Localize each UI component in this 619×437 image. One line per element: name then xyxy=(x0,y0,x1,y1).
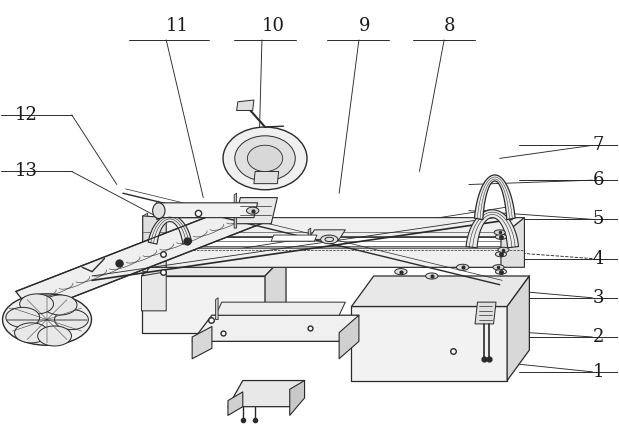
Ellipse shape xyxy=(426,273,438,279)
Polygon shape xyxy=(215,302,345,315)
Polygon shape xyxy=(143,216,167,267)
Polygon shape xyxy=(501,218,524,267)
Polygon shape xyxy=(143,259,501,267)
Ellipse shape xyxy=(153,203,165,218)
Ellipse shape xyxy=(325,237,334,242)
Polygon shape xyxy=(143,218,524,237)
Polygon shape xyxy=(157,203,258,218)
Ellipse shape xyxy=(246,207,259,214)
Text: 12: 12 xyxy=(14,106,37,124)
Ellipse shape xyxy=(20,294,53,314)
Text: 10: 10 xyxy=(262,17,285,35)
Polygon shape xyxy=(228,381,305,407)
Polygon shape xyxy=(254,171,279,184)
Polygon shape xyxy=(352,276,529,306)
Text: 6: 6 xyxy=(592,171,604,189)
Polygon shape xyxy=(192,315,359,341)
Ellipse shape xyxy=(498,247,509,253)
Ellipse shape xyxy=(38,326,71,346)
Polygon shape xyxy=(143,248,524,267)
Polygon shape xyxy=(143,228,501,237)
Ellipse shape xyxy=(54,309,89,329)
Ellipse shape xyxy=(14,323,48,343)
Ellipse shape xyxy=(493,265,504,270)
Text: 9: 9 xyxy=(359,17,370,35)
Polygon shape xyxy=(308,230,345,239)
Polygon shape xyxy=(16,200,267,313)
Polygon shape xyxy=(475,302,496,324)
Polygon shape xyxy=(228,392,243,416)
Text: 5: 5 xyxy=(592,210,604,229)
Polygon shape xyxy=(236,100,254,111)
Ellipse shape xyxy=(321,235,338,244)
Text: 13: 13 xyxy=(14,163,37,180)
Polygon shape xyxy=(192,326,212,359)
Ellipse shape xyxy=(494,230,505,235)
Polygon shape xyxy=(265,254,286,333)
Ellipse shape xyxy=(495,269,506,274)
Ellipse shape xyxy=(495,252,506,257)
Ellipse shape xyxy=(2,294,92,345)
Polygon shape xyxy=(466,210,519,248)
Ellipse shape xyxy=(223,127,307,190)
Text: 11: 11 xyxy=(167,17,189,35)
Ellipse shape xyxy=(6,307,40,327)
Polygon shape xyxy=(148,215,192,244)
Polygon shape xyxy=(157,201,159,219)
Polygon shape xyxy=(234,198,277,224)
Ellipse shape xyxy=(235,136,295,181)
Ellipse shape xyxy=(456,264,469,271)
Polygon shape xyxy=(474,175,515,220)
Polygon shape xyxy=(234,193,236,228)
Polygon shape xyxy=(142,276,265,333)
Text: 8: 8 xyxy=(444,17,456,35)
Ellipse shape xyxy=(248,145,283,172)
Polygon shape xyxy=(290,381,305,416)
Polygon shape xyxy=(352,306,507,381)
Polygon shape xyxy=(142,254,286,276)
Polygon shape xyxy=(271,235,317,241)
Text: 3: 3 xyxy=(592,289,604,307)
Polygon shape xyxy=(215,298,218,319)
Ellipse shape xyxy=(495,234,506,239)
Text: 2: 2 xyxy=(592,328,604,346)
Text: 4: 4 xyxy=(592,250,604,267)
Polygon shape xyxy=(143,213,148,241)
Polygon shape xyxy=(507,276,529,381)
Ellipse shape xyxy=(43,295,77,315)
Polygon shape xyxy=(308,228,311,241)
Text: 1: 1 xyxy=(592,363,604,381)
Polygon shape xyxy=(142,272,167,311)
Text: 7: 7 xyxy=(592,136,604,154)
Polygon shape xyxy=(339,315,359,359)
Ellipse shape xyxy=(395,269,407,275)
Polygon shape xyxy=(143,244,148,272)
